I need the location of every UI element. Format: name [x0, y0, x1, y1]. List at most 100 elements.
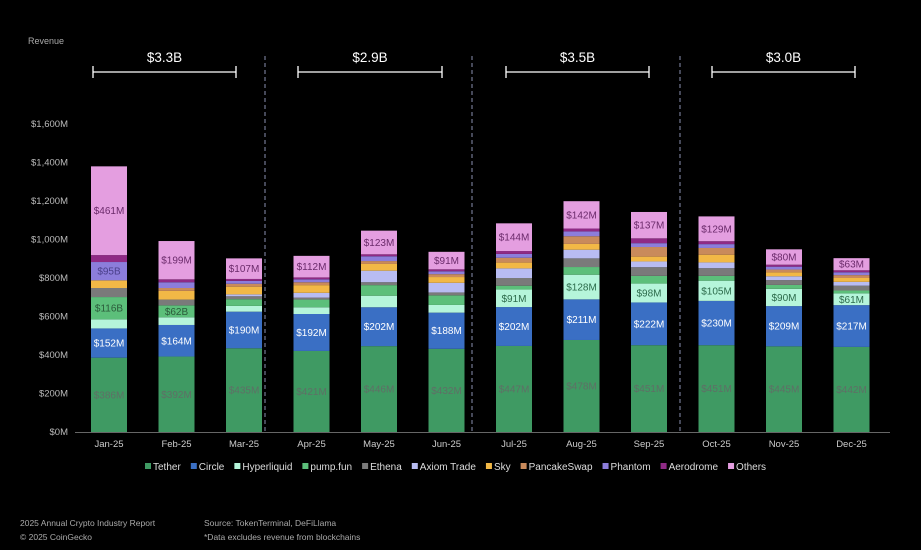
- bar-segment-ethena: [698, 268, 735, 276]
- quarter-total: $3.5B: [560, 50, 595, 65]
- legend-item: Aerodrome: [669, 462, 719, 473]
- bar-segment-pancakeswap: [631, 247, 667, 257]
- bar-segment-pancakeswap: [361, 261, 397, 264]
- data-label: $209M: [769, 322, 800, 333]
- bar-segment-hyperliquid: [91, 319, 127, 329]
- bar-segment-tether: [563, 339, 600, 432]
- bar-segment-pancakeswap: [226, 283, 262, 287]
- bar-segment-ethena: [226, 296, 262, 300]
- quarter-total: $3.3B: [147, 50, 182, 65]
- legend-swatch: [520, 463, 527, 469]
- bar-segment-others: [631, 211, 667, 239]
- data-label: $105M: [701, 286, 732, 297]
- bar-segment-aerodrome: [563, 228, 600, 232]
- bar-segment-hyperliquid: [698, 280, 735, 301]
- bar-segment-tether: [91, 357, 127, 432]
- y-tick-label: $400M: [39, 350, 68, 361]
- bar-segment-others: [496, 223, 532, 252]
- bar-segment-pump-fun: [91, 297, 127, 320]
- bar-segment-tether: [496, 345, 532, 432]
- bar-segment-pancakeswap: [158, 288, 195, 291]
- bar-segment-pump-fun: [833, 290, 870, 294]
- bar-segment-circle: [428, 312, 465, 349]
- legend-item: PancakeSwap: [529, 462, 593, 473]
- bar-segment-phantom: [293, 279, 330, 283]
- bar-segment-sky: [158, 290, 195, 300]
- legend-swatch: [234, 463, 241, 469]
- bar-segment-circle: [91, 328, 127, 358]
- bar-segment-others: [91, 166, 127, 256]
- bar-segment-circle: [293, 313, 330, 351]
- data-label: $144M: [499, 233, 530, 244]
- y-tick-label: $800M: [39, 273, 68, 284]
- bar-segment-pump-fun: [158, 305, 195, 318]
- bar-segment-aerodrome: [158, 279, 195, 283]
- bar-segment-circle: [631, 302, 667, 346]
- bar-segment-ethena: [158, 299, 195, 306]
- legend-swatch: [411, 463, 418, 469]
- bar-segment-tether: [293, 350, 330, 432]
- bar-segment-aerodrome: [361, 254, 397, 257]
- bar-segment-phantom: [158, 282, 195, 289]
- bar-segment-pump-fun: [361, 285, 397, 296]
- bar-segment-axiom-trade: [563, 249, 600, 259]
- x-tick-label: Jul-25: [501, 439, 527, 450]
- bar-segment-others: [766, 249, 802, 265]
- bar-segment-sky: [293, 285, 330, 293]
- bar-segment-ethena: [631, 267, 667, 276]
- bar-segment-sky: [361, 263, 397, 271]
- bar-segment-ethena: [428, 292, 465, 296]
- legend-item: pump.fun: [310, 462, 352, 473]
- data-label: $63M: [839, 260, 864, 271]
- data-label: $62B: [165, 307, 189, 318]
- data-note: *Data excludes revenue from blockchains: [204, 532, 361, 542]
- copyright: © 2025 CoinGecko: [20, 532, 92, 542]
- bar-segment-sky: [698, 254, 735, 263]
- bar-segment-pump-fun: [631, 275, 667, 284]
- data-label: $123M: [364, 238, 395, 249]
- bar-segment-hyperliquid: [361, 295, 397, 308]
- data-label: $432M: [431, 386, 462, 397]
- data-label: $442M: [836, 385, 867, 396]
- bar-segment-pancakeswap: [698, 247, 735, 255]
- bar-segment-others: [428, 251, 465, 270]
- report-title: 2025 Annual Crypto Industry Report: [20, 518, 156, 528]
- bar-segment-others: [226, 258, 262, 279]
- bar-segment-pancakeswap: [496, 257, 532, 263]
- bar-segment-tether: [428, 348, 465, 432]
- bar-segment-phantom: [833, 272, 870, 276]
- x-tick-label: Apr-25: [297, 439, 326, 450]
- y-tick-label: $0M: [50, 427, 69, 438]
- bar-segment-pancakeswap: [833, 275, 870, 278]
- bar-segment-pump-fun: [698, 275, 735, 281]
- bar-segment-hyperliquid: [631, 283, 667, 303]
- data-label: $202M: [499, 322, 530, 333]
- bar-segment-pancakeswap: [563, 236, 600, 244]
- legend-swatch: [190, 463, 197, 469]
- bar-segment-pancakeswap: [293, 282, 330, 286]
- bar-segment-hyperliquid: [428, 304, 465, 313]
- bar-segment-ethena: [496, 278, 532, 286]
- bar-segment-phantom: [698, 244, 735, 248]
- bar-segment-pump-fun: [563, 267, 600, 275]
- bar-segment-hyperliquid: [833, 293, 870, 306]
- bar-segment-aerodrome: [698, 241, 735, 245]
- bar-segment-circle: [226, 311, 262, 349]
- bar-segment-pump-fun: [428, 295, 465, 305]
- bar-segment-hyperliquid: [293, 307, 330, 314]
- x-tick-label: Dec-25: [836, 439, 867, 450]
- data-label: $392M: [161, 390, 192, 401]
- data-label: $107M: [229, 264, 260, 275]
- bar-segment-hyperliquid: [226, 305, 262, 312]
- bar-segment-others: [361, 230, 397, 255]
- bar-segment-sky: [631, 256, 667, 262]
- data-label: $451M: [634, 384, 665, 395]
- bar-segment-aerodrome: [766, 264, 802, 267]
- bar-segment-others: [833, 258, 870, 271]
- bar-segment-sky: [428, 277, 465, 283]
- bar-segment-ethena: [563, 258, 600, 268]
- data-label: $164M: [161, 336, 192, 347]
- bar-segment-sky: [833, 278, 870, 282]
- data-label: $61M: [839, 295, 864, 306]
